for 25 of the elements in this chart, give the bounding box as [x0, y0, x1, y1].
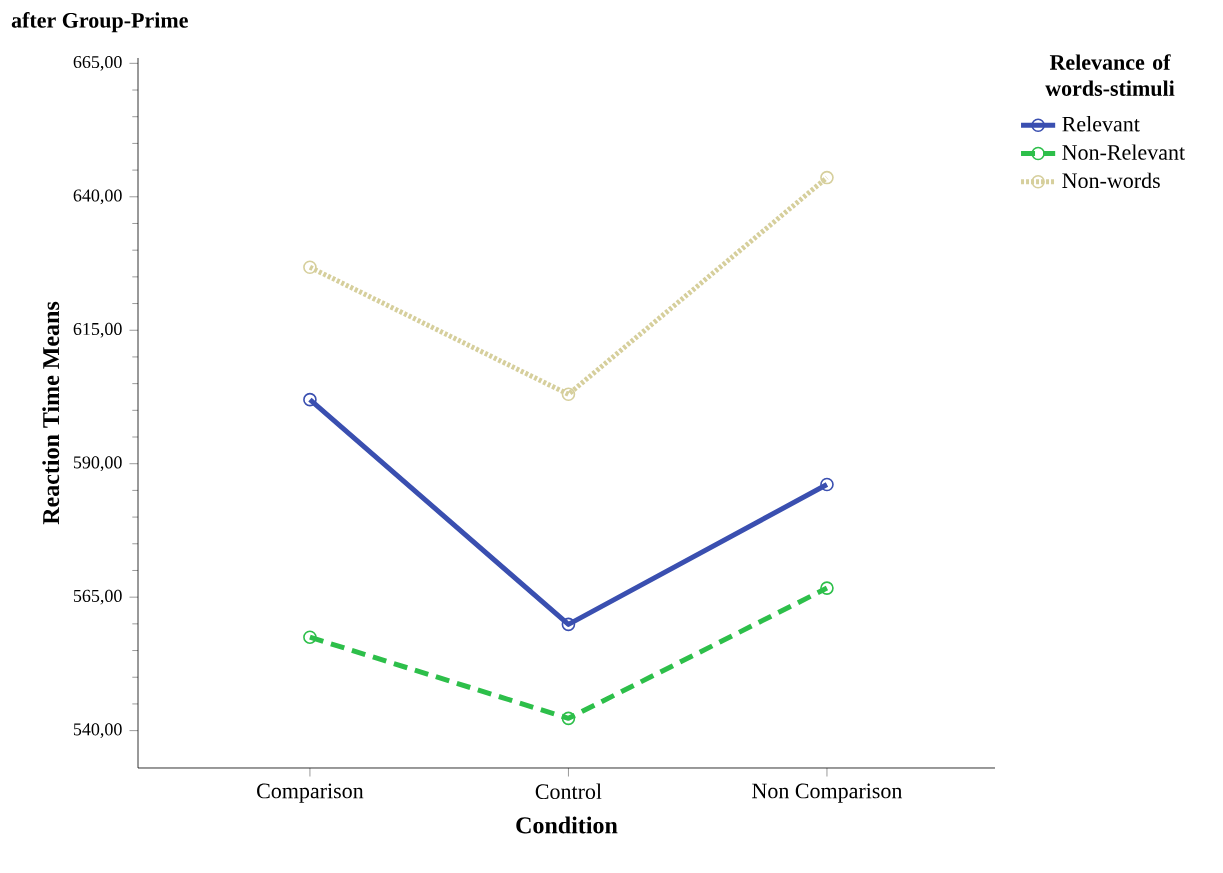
y-axis-title: Reaction Time Means — [42, 301, 60, 525]
y-tick-label: 540,00 — [73, 723, 122, 738]
legend-label: Non-Relevant — [1062, 144, 1185, 160]
point — [561, 617, 576, 632]
y-tick-label: 565,00 — [73, 589, 122, 605]
legend-title: Relevance of words-stimuli — [1045, 54, 1175, 96]
y-tick-label: 615,00 — [73, 322, 122, 338]
chart-title: after Group-Prime — [11, 12, 188, 33]
point — [561, 387, 576, 402]
point — [820, 170, 834, 185]
point — [303, 392, 317, 407]
x-tick-label: Comparison — [257, 783, 364, 803]
x-axis-title: Condition — [516, 816, 618, 834]
point — [303, 630, 317, 644]
legend-label: Non-words — [1062, 172, 1160, 189]
point — [561, 711, 576, 726]
y-tick-label: 640,00 — [73, 189, 122, 205]
y-tick-label: 590,00 — [73, 456, 122, 472]
x-tick-label: Non Comparison — [752, 783, 903, 803]
legend-label: Relevant — [1062, 116, 1140, 132]
point — [303, 260, 317, 275]
x-tick-label: Control — [535, 783, 602, 800]
point — [820, 477, 834, 492]
point — [820, 581, 834, 595]
y-tick-label: 665,00 — [73, 55, 122, 71]
